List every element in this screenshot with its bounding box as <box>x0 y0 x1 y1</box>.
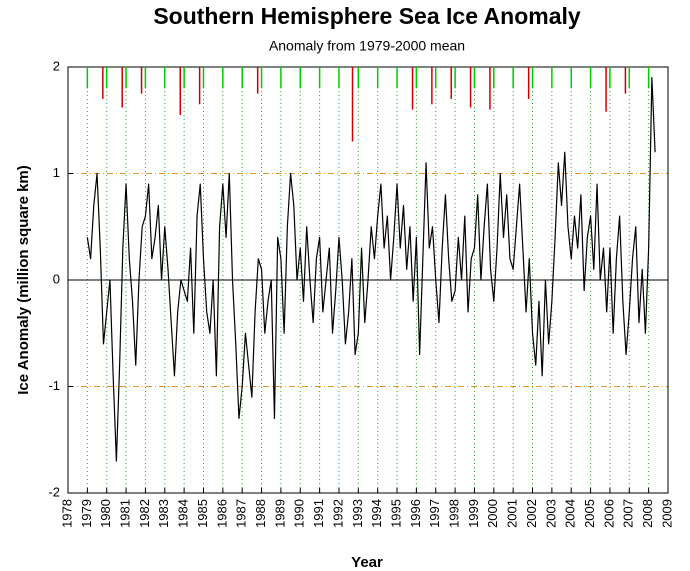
x-tick-label: 2006 <box>601 499 616 528</box>
y-axis-label: Ice Anomaly (million square km) <box>15 165 32 395</box>
chart-title: Southern Hemisphere Sea Ice Anomaly <box>153 3 581 29</box>
x-tick-label: 1979 <box>79 499 94 528</box>
x-tick-label: 1996 <box>408 499 423 528</box>
x-tick-label: 1983 <box>156 499 171 528</box>
x-axis-label: Year <box>351 554 383 571</box>
x-tick-label: 2003 <box>543 499 558 528</box>
x-tick-label: 2000 <box>485 499 500 528</box>
x-tick-label: 1999 <box>466 499 481 528</box>
y-tick-label: 1 <box>53 165 60 180</box>
chart-subtitle: Anomaly from 1979-2000 mean <box>269 38 465 54</box>
y-tick-label: -1 <box>48 378 60 393</box>
x-tick-label: 2004 <box>563 499 578 528</box>
x-tick-label: 2005 <box>582 499 597 528</box>
x-tick-label: 1985 <box>195 499 210 528</box>
y-tick-label: -2 <box>48 484 60 499</box>
x-tick-label: 1993 <box>350 499 365 528</box>
x-tick-label: 2008 <box>640 499 655 528</box>
x-tick-label: 1992 <box>330 499 345 528</box>
x-tick-label: 1994 <box>369 499 384 528</box>
x-tick-label: 1990 <box>292 499 307 528</box>
x-tick-label: 2009 <box>659 499 674 528</box>
x-tick-label: 1997 <box>427 499 442 528</box>
x-tick-label: 1991 <box>311 499 326 528</box>
x-tick-label: 1980 <box>98 499 113 528</box>
x-tick-label: 1981 <box>118 499 133 528</box>
x-tick-label: 1998 <box>447 499 462 528</box>
x-tick-label: 2007 <box>621 499 636 528</box>
data-line <box>86 77 656 462</box>
x-tick-label: 1982 <box>137 499 152 528</box>
x-tick-label: 1989 <box>272 499 287 528</box>
y-tick-label: 2 <box>53 58 60 73</box>
x-tick-label: 1988 <box>253 499 268 528</box>
x-tick-label: 1987 <box>234 499 249 528</box>
x-tick-label: 1978 <box>59 499 74 528</box>
x-tick-label: 1986 <box>214 499 229 528</box>
plot-frame <box>67 66 669 494</box>
x-tick-label: 2001 <box>505 499 520 528</box>
x-tick-label: 1995 <box>388 499 403 528</box>
y-tick-label: 0 <box>53 271 60 286</box>
x-tick-label: 2002 <box>524 499 539 528</box>
x-tick-label: 1984 <box>176 499 191 528</box>
